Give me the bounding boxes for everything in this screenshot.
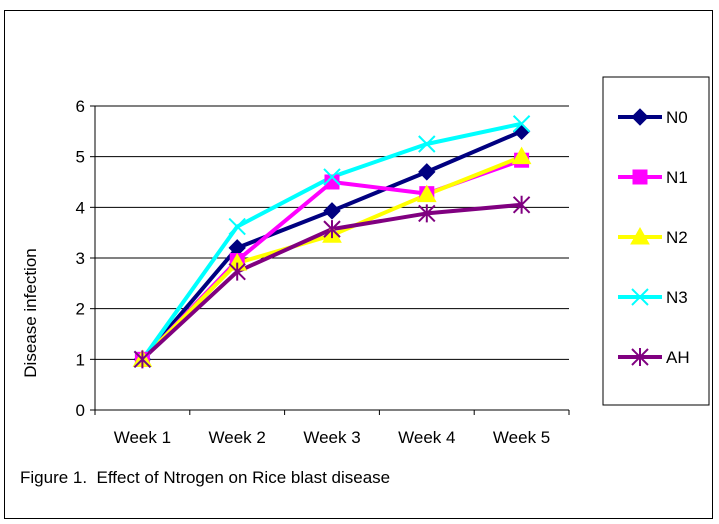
series-line-n0 bbox=[140, 129, 523, 361]
data-point-n2 bbox=[511, 146, 532, 165]
data-point-ah bbox=[512, 195, 531, 214]
y-tick-label: 1 bbox=[76, 350, 85, 369]
data-point-n0 bbox=[323, 202, 341, 220]
legend-label-n0: N0 bbox=[666, 108, 688, 127]
legend-label-n2: N2 bbox=[666, 228, 688, 247]
legend-marker-n2 bbox=[630, 226, 650, 245]
legend-marker-n0 bbox=[631, 108, 649, 126]
legend-label-ah: AH bbox=[666, 348, 690, 367]
y-tick-label: 3 bbox=[76, 249, 85, 268]
data-point-n2 bbox=[416, 184, 437, 203]
x-tick-labels: Week 1 Week 2 Week 3 Week 4 Week 5 bbox=[114, 428, 551, 447]
figure-caption: Figure 1. Effect of Ntrogen on Rice blas… bbox=[20, 468, 391, 487]
data-point-n1 bbox=[324, 174, 340, 190]
data-point-ah bbox=[323, 220, 341, 239]
x-tick-label: Week 2 bbox=[209, 428, 266, 447]
legend-box bbox=[602, 76, 710, 406]
data-point-n3 bbox=[418, 135, 436, 153]
y-tick-label: 5 bbox=[76, 148, 85, 167]
y-tick-label: 2 bbox=[76, 300, 85, 319]
y-tick-label: 4 bbox=[76, 198, 85, 217]
data-point-ah bbox=[133, 350, 152, 369]
y-tick-labels: 0 1 2 3 4 5 6 bbox=[76, 97, 85, 420]
x-tick-label: Week 5 bbox=[493, 428, 550, 447]
legend-marker-n3 bbox=[631, 288, 649, 306]
legend: N0 N1 N2 N3 AH bbox=[602, 76, 710, 406]
legend-label-n1: N1 bbox=[666, 168, 688, 187]
y-axis-label: Disease infection bbox=[21, 248, 40, 377]
x-tick-label: Week 3 bbox=[303, 428, 360, 447]
y-tick-label: 6 bbox=[76, 97, 85, 116]
data-point-n3 bbox=[512, 115, 531, 133]
data-point-ah bbox=[418, 204, 436, 223]
data-point-n3 bbox=[323, 168, 341, 186]
x-tick-label: Week 1 bbox=[114, 428, 171, 447]
x-tick-label: Week 4 bbox=[398, 428, 455, 447]
chart-frame bbox=[4, 10, 713, 519]
legend-marker-ah bbox=[631, 348, 649, 366]
series-line-n1 bbox=[140, 158, 523, 361]
data-point-n3 bbox=[228, 217, 246, 236]
legend-label-n3: N3 bbox=[666, 288, 688, 307]
y-tick-label: 0 bbox=[76, 401, 85, 420]
series-markers bbox=[132, 115, 532, 369]
data-point-ah bbox=[228, 262, 246, 281]
gridlines bbox=[95, 105, 569, 360]
axes bbox=[90, 105, 570, 415]
legend-marker-n1 bbox=[632, 169, 648, 185]
data-point-n0 bbox=[418, 163, 436, 181]
